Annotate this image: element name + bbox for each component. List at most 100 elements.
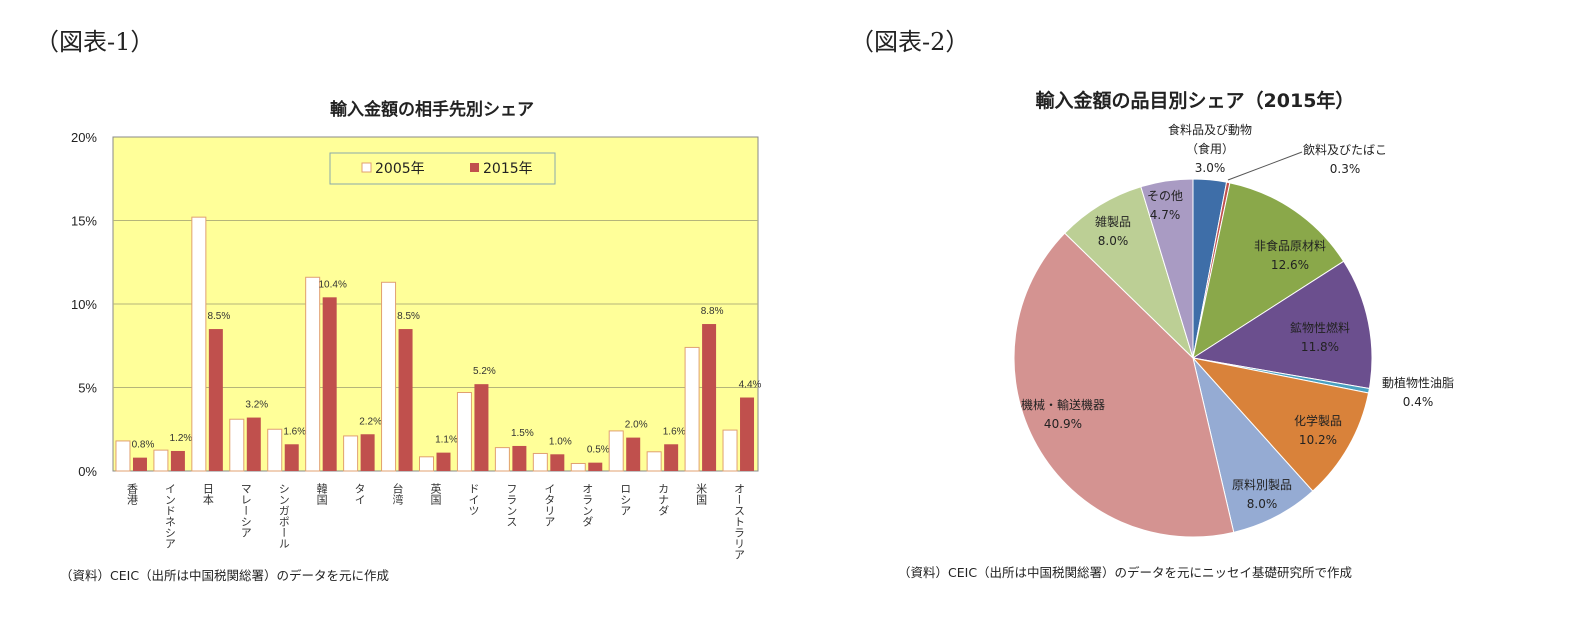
bar-chart: 0% 5% 10% 15% 20% 0.8% 香港 1.2% インドネシア 8.5% 日本 3.2% マ… <box>71 130 762 560</box>
data-label: 2.2% <box>359 416 382 427</box>
data-label: 10.4% <box>318 279 346 290</box>
legend-swatch-2015 <box>470 163 479 172</box>
data-label: 8.8% <box>701 306 724 317</box>
category-label: イタリア <box>543 483 556 527</box>
bar-2005 <box>153 449 169 472</box>
pie-label-line: 4.7% <box>1149 208 1181 222</box>
pie-slice-label: その他 4.7% <box>1147 187 1183 225</box>
bar-2015 <box>588 462 603 471</box>
pie-chart-source: （資料）CEIC（出所は中国税関総署）のデータを元にニッセイ基礎研究所で作成 <box>898 565 1353 580</box>
pie-label-line: 機械・輸送機器 <box>1020 398 1106 412</box>
figure-1-label: （図表-1） <box>35 28 155 56</box>
pie-slice <box>1013 232 1235 538</box>
data-label: 4.4% <box>739 380 762 391</box>
pie-label-line: 8.0% <box>1246 497 1278 511</box>
data-label: 1.6% <box>283 426 306 437</box>
category-label: 日本 <box>201 483 214 506</box>
pie-chart-title: 輸入金額の品目別シェア（2015年） <box>1035 90 1355 112</box>
pie-label-line: 食料品及び動物 <box>1167 123 1253 137</box>
y-tick-label: 20% <box>71 130 97 145</box>
pie-label-line: （食用） <box>1185 142 1235 156</box>
pie-slice-label: 機械・輸送機器 40.9% <box>1021 396 1105 434</box>
pie-slice-label: 化学製品 10.2% <box>1294 412 1342 450</box>
category-label: ドイツ <box>467 483 480 516</box>
data-label: 8.5% <box>207 311 230 322</box>
bar-2015 <box>170 450 185 471</box>
bar-2005 <box>684 346 700 472</box>
pie-slice <box>1192 357 1314 533</box>
pie-slice <box>1192 182 1345 360</box>
bar-2005 <box>419 456 434 472</box>
pie-label-line: 8.0% <box>1097 234 1129 248</box>
data-label: 0.5% <box>587 445 610 456</box>
pie-label-line: 非食品原材料 <box>1253 239 1327 253</box>
pie-slice <box>1191 260 1373 390</box>
category-label: インドネシア <box>163 483 176 549</box>
bar-2015 <box>322 297 337 471</box>
leader-line <box>1227 151 1303 181</box>
y-tick-label: 10% <box>71 297 97 312</box>
data-label: 8.5% <box>397 311 420 322</box>
category-label: 香港 <box>125 483 138 505</box>
bar-2005 <box>608 430 624 472</box>
data-label: 3.2% <box>245 400 268 411</box>
category-label: フランス <box>505 483 518 527</box>
bar-chart-source: （資料）CEIC（出所は中国税関総署）のデータを元に作成 <box>60 568 390 583</box>
legend-label-2015: 2015年 <box>483 161 533 177</box>
bar-2015 <box>702 324 717 471</box>
category-label: カナダ <box>657 483 670 516</box>
bar-2005 <box>343 435 359 472</box>
pie-slice-label: 飲料及びたばこ 0.3% <box>1303 141 1387 179</box>
data-label: 1.1% <box>435 435 458 446</box>
bar-2015 <box>626 437 641 471</box>
category-label: タイ <box>353 483 366 505</box>
pie-slice-label: 動植物性油脂 0.4% <box>1382 374 1454 412</box>
category-label: 台湾 <box>391 482 404 506</box>
pie-label-line: 原料別製品 <box>1231 478 1293 492</box>
pie-slice <box>1140 178 1194 359</box>
bar-2005 <box>532 452 548 472</box>
bar-2005 <box>570 462 586 472</box>
data-label: 1.2% <box>170 433 193 444</box>
bar-2015 <box>208 329 223 471</box>
category-label: オーストラリア <box>733 483 746 560</box>
pie-label-line: 3.0% <box>1194 161 1226 175</box>
y-tick-label: 0% <box>78 464 97 479</box>
pie-slice-label: 非食品原材料 12.6% <box>1254 237 1326 275</box>
bar-2015 <box>398 329 413 471</box>
pie-label-line: その他 <box>1146 189 1184 203</box>
bar-2005 <box>191 216 207 472</box>
pie-slice-label: 鉱物性燃料 11.8% <box>1290 319 1350 357</box>
figure-2-label: （図表-2） <box>850 28 970 56</box>
pie-label-line: 鉱物性燃料 <box>1289 321 1351 335</box>
data-label: 0.8% <box>132 440 155 451</box>
y-tick-label: 5% <box>78 381 97 396</box>
data-label: 1.0% <box>549 436 572 447</box>
category-label: 韓国 <box>315 483 328 506</box>
data-label: 2.0% <box>625 420 648 431</box>
pie-label-line: 動植物性油脂 <box>1381 376 1455 390</box>
bar-2005 <box>494 447 510 472</box>
bar-chart-title: 輸入金額の相手先別シェア <box>330 100 534 120</box>
bar-2005 <box>267 428 283 472</box>
bar-2005 <box>646 451 662 472</box>
pie-label-line: 化学製品 <box>1293 414 1343 428</box>
bar-2015 <box>512 445 527 471</box>
pie-label-line: 11.8% <box>1300 340 1340 354</box>
data-label: 1.6% <box>663 426 686 437</box>
legend-swatch-2005 <box>361 162 372 173</box>
bar-2015 <box>474 384 489 471</box>
category-label: 英国 <box>429 482 442 506</box>
pie-slice-label: 雑製品 8.0% <box>1095 213 1131 251</box>
bar-2005 <box>456 392 472 472</box>
bar-2005 <box>722 429 738 472</box>
pie-label-line: 12.6% <box>1270 258 1310 272</box>
bar-2015 <box>550 454 565 471</box>
pie-label-line: 0.3% <box>1329 162 1361 176</box>
y-tick-label: 15% <box>71 214 97 229</box>
pie-slice <box>1064 186 1194 359</box>
pie-label-line: 40.9% <box>1043 417 1083 431</box>
bar-2015 <box>436 452 451 471</box>
category-label: シンガポール <box>277 483 290 549</box>
